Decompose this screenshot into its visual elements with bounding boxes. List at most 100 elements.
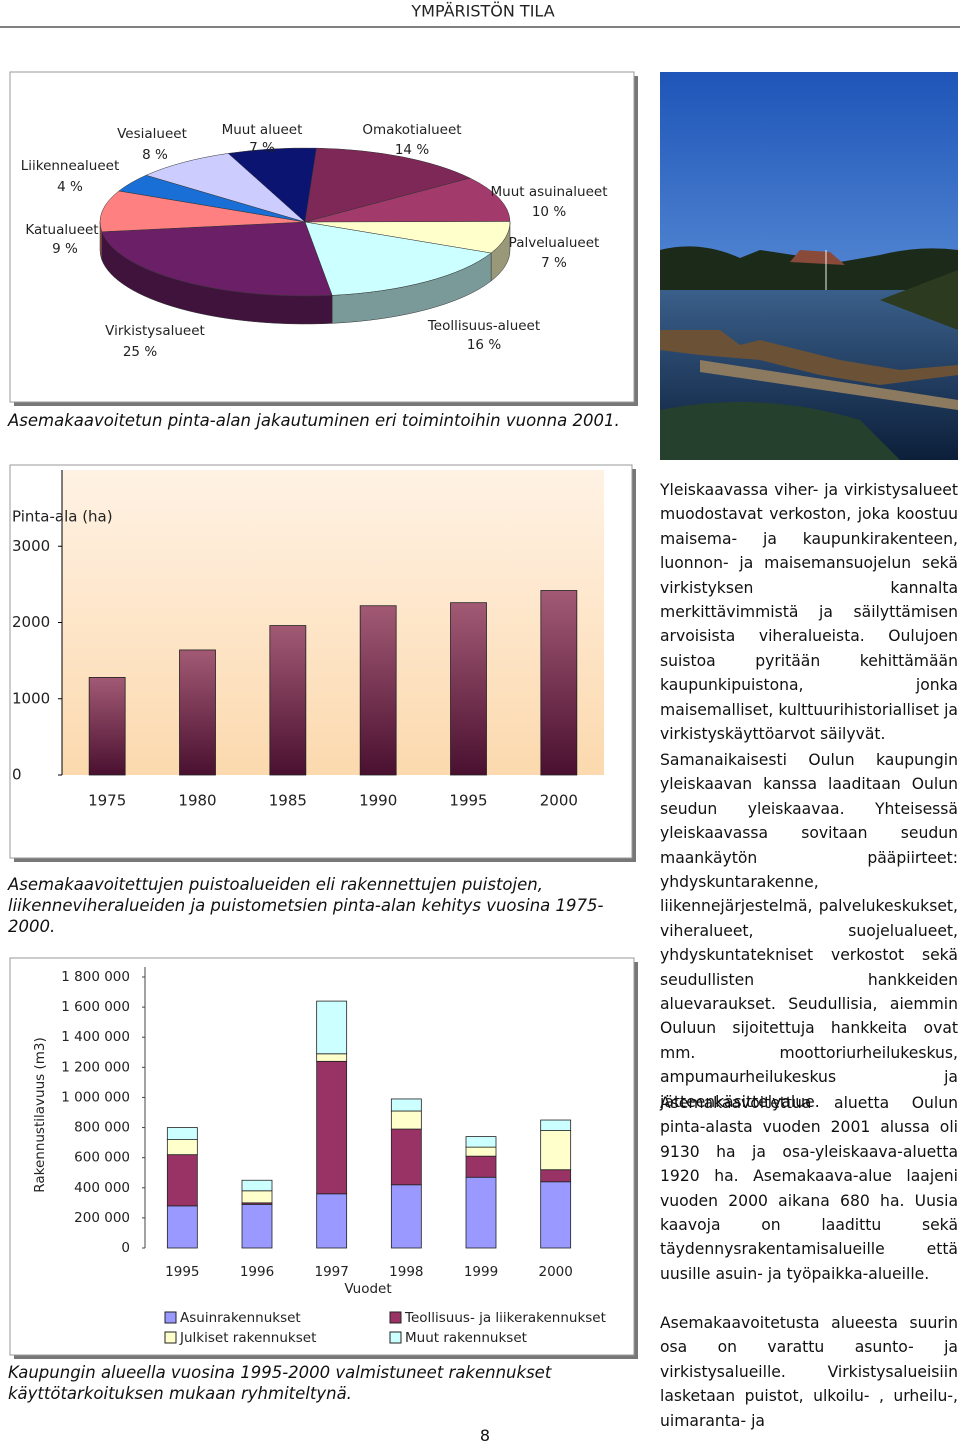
legend-swatch [389,1331,402,1344]
x-tick-label: 1975 [88,792,126,810]
pie-slice [304,177,511,223]
legend-label: Muut rakennukset [405,1330,527,1346]
caption: Asemakaavoitettujen puistoalueiden eli r… [8,875,604,936]
legend-label: Teollisuus- ja liikerakennukset [404,1310,606,1326]
legend-swatch [389,1311,402,1324]
y-axis-title: Pinta-ala (ha) [12,508,113,526]
y-tick-label: 3000 [12,537,50,555]
pie-slice [101,221,333,297]
bar-segment [540,1130,572,1171]
pie-slice [304,221,492,296]
slice-value-label: 25 % [123,344,157,360]
bar-segment [390,1184,422,1249]
legend-label: Julkiset rakennukset [179,1330,316,1346]
bar-segment [465,1155,497,1178]
bar [450,602,487,776]
paragraph: Asemakaavoitetusta alueesta suurin osa o… [660,1314,958,1430]
bar [359,605,397,776]
x-tick-label: 1996 [240,1264,274,1280]
pie-slice [99,190,306,233]
bar-segment [241,1203,273,1249]
bar-segment [465,1176,497,1249]
x-tick-label: 1999 [464,1264,498,1280]
y-tick-label: 1 600 000 [61,999,130,1015]
slice-label: Muut asuinalueet [491,184,608,200]
y-tick-label: 1 800 000 [61,969,130,985]
bar-segment [390,1128,422,1186]
paragraph: Samanaikaisesti Oulun kaupungin yleiskaa… [660,751,958,1111]
bar-segment [316,1000,348,1055]
slice-label: Liikennealueet [21,158,120,174]
x-tick-label: 2000 [538,1264,572,1280]
bar [540,590,578,776]
x-tick-label: 1995 [165,1264,199,1280]
bar-segment [166,1139,198,1156]
paragraph: Yleiskaavassa viher- ja virkistysalueet … [660,481,958,744]
y-tick-label: 200 000 [74,1210,130,1226]
slice-label: Vesialueet [117,126,187,142]
bar-segment [540,1181,572,1249]
pie-slice [304,147,471,223]
x-tick-label: 1995 [449,792,487,810]
bar-segment [316,1053,348,1062]
slice-value-label: 7 % [541,255,567,271]
bar-segment [316,1060,348,1195]
slice-value-label: 8 % [142,147,168,163]
x-tick-label: 1990 [359,792,397,810]
legend-label: Asuinrakennukset [180,1310,301,1326]
slice-label: Muut alueet [222,122,303,138]
bar [269,625,307,776]
x-tick-label: 1997 [314,1264,348,1280]
bar-segment [316,1193,348,1249]
bar [88,677,126,776]
slice-label: Omakotialueet [362,122,461,138]
bar-segment [241,1190,273,1204]
y-tick-label: 2000 [12,613,50,631]
bar-segment [465,1136,497,1148]
bar-segment [166,1205,198,1249]
caption: Asemakaavoitetun pinta-alan jakautuminen… [8,411,620,430]
slice-label: Teollisuus-alueet [427,318,540,334]
slice-value-label: 14 % [395,142,429,158]
photo [660,72,958,460]
y-tick-label: 0 [121,1240,130,1256]
running-header: YMPÄRISTÖN TILA [410,2,554,21]
slice-value-label: 10 % [532,204,566,220]
y-tick-label: 600 000 [74,1150,130,1166]
y-tick-label: 0 [12,766,22,784]
y-tick-label: 800 000 [74,1120,130,1136]
slice-label: Virkistysalueet [105,323,205,339]
bar [179,649,216,776]
bar-segment [540,1169,572,1183]
page-number: 8 [479,1426,491,1445]
slice-label: Katualueet [25,222,98,238]
x-tick-label: 1998 [389,1264,423,1280]
caption: Kaupungin alueella vuosina 1995-2000 val… [8,1363,552,1403]
pie-slice [145,153,306,223]
slice-value-label: 9 % [52,241,78,257]
bar-segment [166,1154,198,1207]
y-tick-label: 1 400 000 [61,1029,130,1045]
slice-label: Palvelualueet [509,235,600,251]
bar-segment [540,1119,572,1131]
x-tick-label: 1980 [178,792,216,810]
y-axis-title: Rakennustilavuus (m3) [32,1037,48,1192]
bar-segment [166,1127,198,1140]
y-tick-label: 400 000 [74,1180,130,1196]
bar-segment [241,1179,273,1192]
slice-value-label: 4 % [57,179,83,195]
slice-value-label: 16 % [467,337,501,353]
y-tick-label: 1 000 000 [61,1089,130,1105]
x-tick-label: 1985 [269,792,307,810]
legend-swatch [164,1311,177,1324]
paragraph: Asemakaavoitettua aluetta Oulun pinta-al… [660,1094,958,1283]
plot-background [62,470,604,775]
bar-segment [465,1146,497,1157]
bar-segment [390,1098,422,1112]
y-tick-label: 1000 [12,689,50,707]
bar-segment [390,1110,422,1130]
y-tick-label: 1 200 000 [61,1059,130,1075]
legend-swatch [164,1331,177,1344]
